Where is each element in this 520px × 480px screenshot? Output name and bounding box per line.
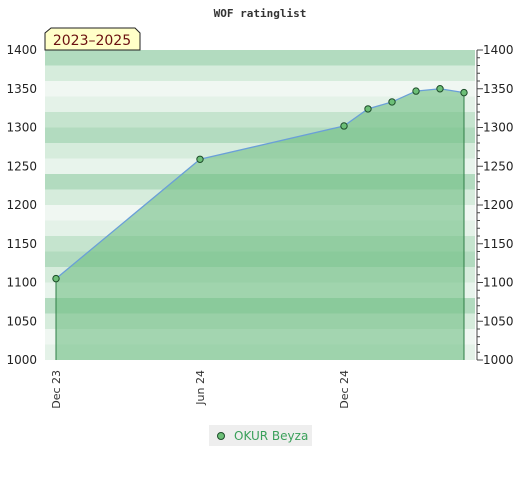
period-badge-text: 2023–2025 (53, 33, 131, 49)
data-point (196, 155, 204, 163)
x-tick-label: Dec 24 (338, 370, 351, 409)
x-axis: Dec 23 Jun 24 Dec 24 (50, 370, 351, 409)
background-band (45, 50, 475, 66)
legend[interactable]: OKUR Beyza (209, 425, 312, 446)
x-tick-label: Jun 24 (194, 370, 207, 406)
data-point (388, 98, 396, 106)
legend-marker (217, 432, 225, 440)
y-tick-label: 1400 (6, 43, 37, 57)
legend-label: OKUR Beyza (234, 429, 308, 443)
data-point (364, 105, 372, 113)
y-tick-label: 1200 (6, 198, 37, 212)
y-tick-label-right: 1050 (483, 314, 514, 328)
legend-bg (209, 425, 312, 446)
data-markers (52, 85, 468, 283)
area-edge-lines (55, 92, 465, 360)
y-tick-label-right: 1000 (483, 353, 514, 367)
x-tick-label: Dec 23 (50, 370, 63, 409)
y-tick-label: 1300 (6, 121, 37, 135)
background-band (45, 65, 475, 81)
y-axis-right: 1000 1050 1100 1150 1200 1250 1300 1350 1400 (476, 43, 514, 367)
data-point (52, 274, 60, 283)
y-tick-label-right: 1350 (483, 82, 514, 96)
y-axis-left: 1000 1050 1100 1150 1200 1250 1300 1350 1400 (6, 43, 37, 367)
chart-title: WOF ratinglist (214, 7, 307, 20)
data-point (340, 122, 348, 130)
y-tick-label: 1150 (6, 237, 37, 251)
y-tick-label-right: 1150 (483, 237, 514, 251)
y-tick-label-right: 1300 (483, 121, 514, 135)
y-tick-label: 1250 (6, 159, 37, 173)
data-point (460, 88, 468, 97)
y-tick-label-right: 1100 (483, 276, 514, 290)
y-tick-label-right: 1200 (483, 198, 514, 212)
background-band (45, 81, 475, 97)
data-point (412, 87, 420, 95)
data-point (436, 85, 444, 93)
y-tick-label: 1050 (6, 314, 37, 328)
period-badge: 2023–2025 (44, 27, 141, 51)
y-tick-label-right: 1250 (483, 159, 514, 173)
y-tick-label: 1350 (6, 82, 37, 96)
rating-area (56, 88, 464, 360)
period-badge-bg (44, 27, 141, 51)
y-tick-label-right: 1400 (483, 43, 514, 57)
y-tick-label: 1100 (6, 276, 37, 290)
rating-line (55, 88, 465, 280)
y-tick-label: 1000 (6, 353, 37, 367)
